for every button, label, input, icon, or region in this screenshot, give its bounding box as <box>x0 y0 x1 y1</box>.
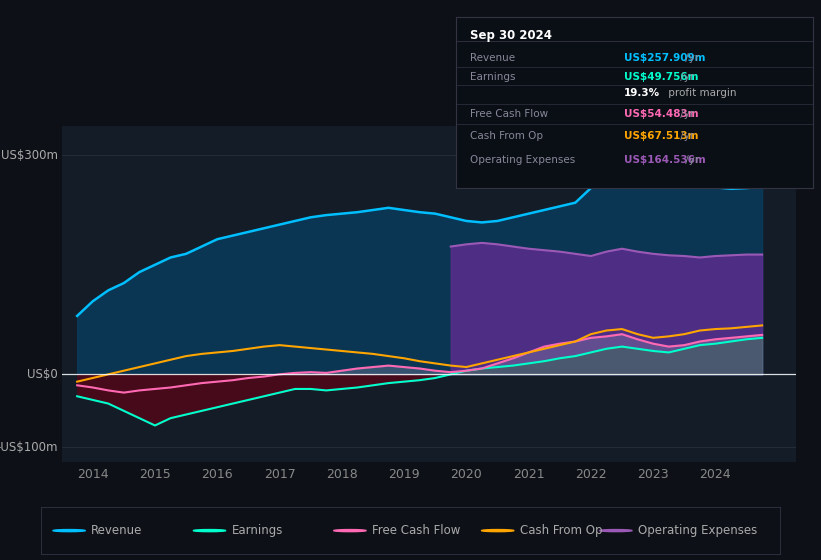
Text: /yr: /yr <box>682 53 699 63</box>
Text: Earnings: Earnings <box>232 524 283 537</box>
Text: Free Cash Flow: Free Cash Flow <box>372 524 461 537</box>
Text: US$300m: US$300m <box>1 149 58 162</box>
Text: US$67.513m: US$67.513m <box>623 130 698 141</box>
Text: US$54.483m: US$54.483m <box>623 109 698 119</box>
Text: Operating Expenses: Operating Expenses <box>638 524 757 537</box>
Text: /yr: /yr <box>677 109 695 119</box>
Text: Free Cash Flow: Free Cash Flow <box>470 109 548 119</box>
Text: Operating Expenses: Operating Expenses <box>470 155 576 165</box>
Text: profit margin: profit margin <box>664 88 736 98</box>
Text: Earnings: Earnings <box>470 72 516 82</box>
Text: US$257.909m: US$257.909m <box>623 53 705 63</box>
Text: US$0: US$0 <box>27 368 58 381</box>
Text: -US$100m: -US$100m <box>0 441 58 454</box>
Circle shape <box>53 530 85 531</box>
Text: Sep 30 2024: Sep 30 2024 <box>470 29 552 42</box>
Text: /yr: /yr <box>677 130 695 141</box>
Text: US$164.536m: US$164.536m <box>623 155 705 165</box>
Circle shape <box>599 530 632 531</box>
Circle shape <box>333 530 366 531</box>
Text: Cash From Op: Cash From Op <box>520 524 603 537</box>
Text: /yr: /yr <box>682 155 699 165</box>
Text: Cash From Op: Cash From Op <box>470 130 543 141</box>
Circle shape <box>481 530 514 531</box>
Circle shape <box>193 530 226 531</box>
Text: Revenue: Revenue <box>91 524 143 537</box>
Text: /yr: /yr <box>677 72 695 82</box>
Text: 19.3%: 19.3% <box>623 88 659 98</box>
Text: US$49.756m: US$49.756m <box>623 72 698 82</box>
Text: Revenue: Revenue <box>470 53 515 63</box>
